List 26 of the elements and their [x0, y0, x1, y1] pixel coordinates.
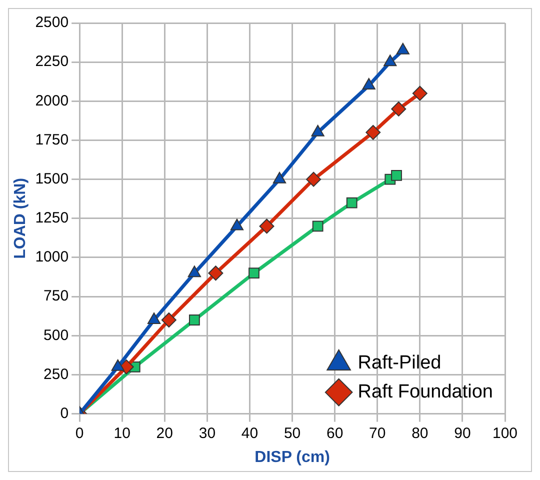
x-tick-label: 60	[326, 424, 344, 442]
y-tick-label: 1250	[35, 210, 69, 227]
y-tick-label: 250	[44, 366, 69, 383]
x-tick-label: 40	[241, 424, 258, 442]
y-tick-label: 750	[44, 288, 69, 305]
y-tick-label: 2000	[35, 92, 69, 110]
legend-label: Raft Foundation	[358, 382, 494, 403]
y-tick-label: 1000	[35, 248, 69, 266]
x-tick-label: 80	[412, 424, 428, 442]
x-axis-title: DISP (cm)	[254, 448, 330, 466]
y-tick-label: 2250	[35, 53, 69, 70]
x-tick-label: 20	[156, 424, 173, 442]
y-tick-label: 1750	[35, 131, 69, 148]
y-tick-label: 1500	[35, 170, 69, 188]
x-tick-label: 100	[492, 424, 518, 442]
y-tick-label: 500	[44, 326, 69, 344]
y-tick-label: 2500	[35, 14, 69, 32]
y-axis-title: LOAD (kN)	[12, 178, 30, 259]
x-tick-label: 10	[114, 424, 130, 442]
x-tick-label: 30	[198, 424, 216, 442]
x-tick-label: 70	[369, 424, 386, 442]
x-tick-label: 50	[284, 424, 301, 442]
x-tick-label: 90	[454, 424, 471, 442]
x-tick-label: 0	[75, 424, 84, 442]
legend-label: Raft-Piled	[358, 352, 442, 374]
y-tick-label: 0	[60, 404, 69, 422]
